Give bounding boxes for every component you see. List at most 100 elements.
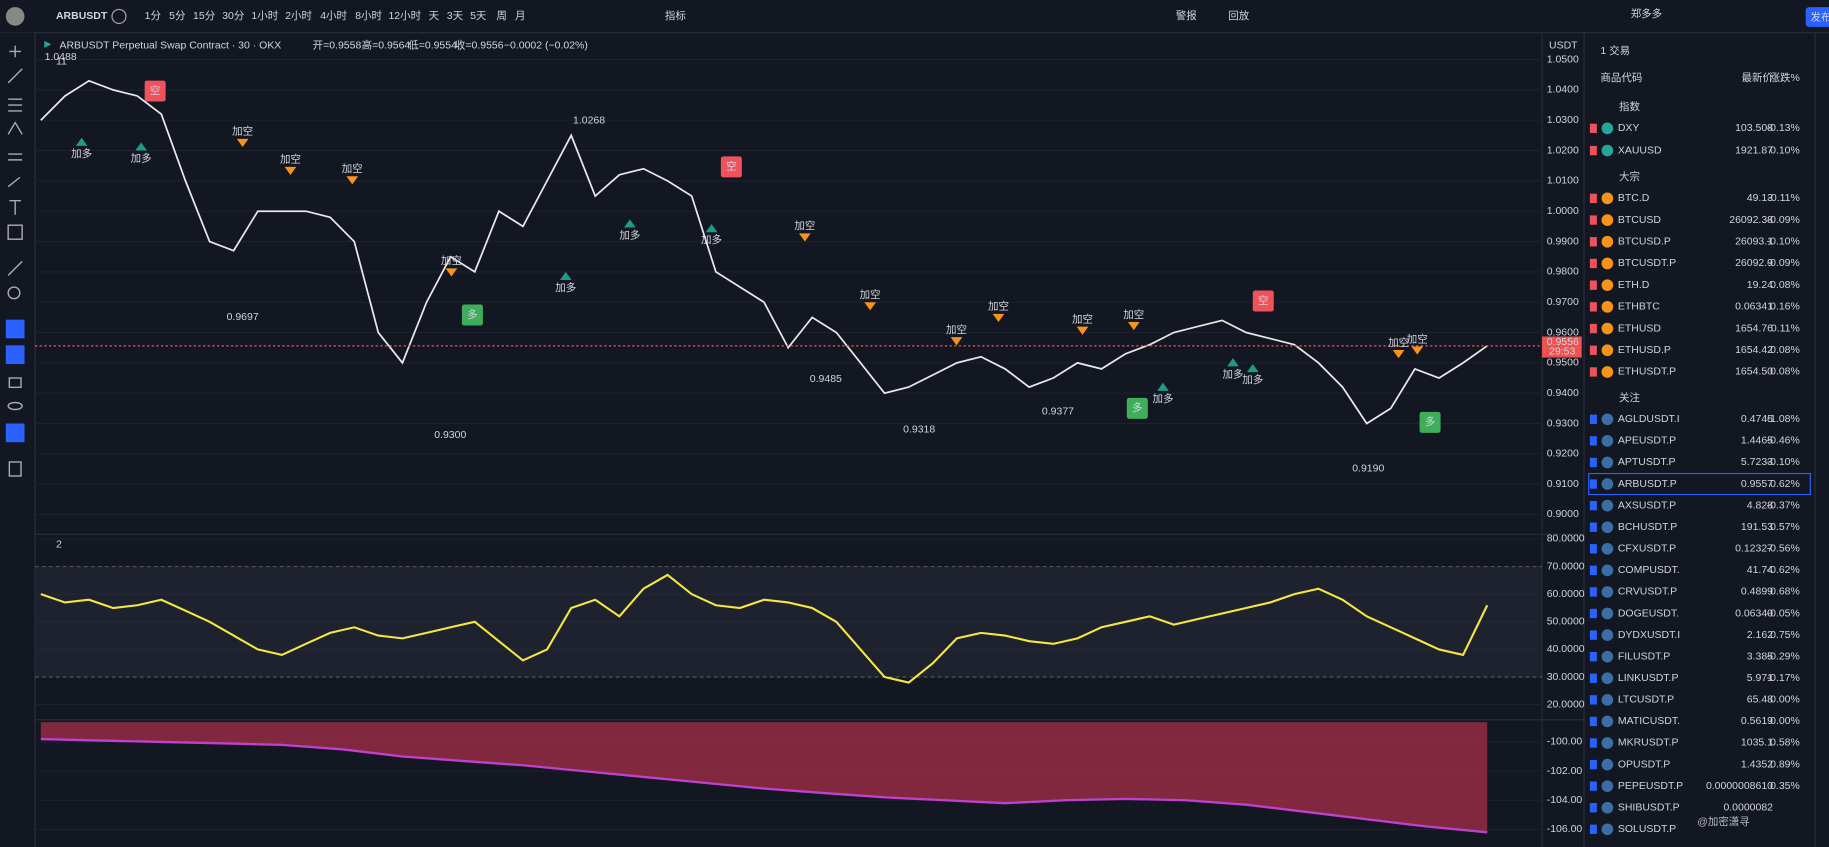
symbol[interactable]: ARBUSDT [56,11,108,22]
symbol[interactable]: ARBUSDT.P [1618,479,1677,490]
interval-button[interactable]: 5分 [169,10,186,22]
interval-button[interactable]: 3天 [447,11,464,22]
alert-button[interactable]: 警报 [1176,9,1197,22]
symbol[interactable]: BTC.D [1618,193,1650,204]
interval-button[interactable]: 月 [515,10,526,22]
text-tool[interactable] [9,200,21,215]
flag [1589,824,1597,834]
symbol-icon [1601,322,1614,335]
symbol[interactable]: BTCUSD [1618,215,1662,226]
user-name[interactable]: 郑多多 [1631,7,1662,20]
y-tick-label: -100.00 [1547,737,1583,748]
symbol[interactable]: BTCUSDT.P [1618,258,1676,269]
interval-button[interactable]: 1分 [145,10,162,22]
symbol[interactable]: OPUSDT.P [1618,759,1670,770]
hide-tool[interactable] [7,401,23,411]
interval-button[interactable]: 30分 [222,10,245,22]
interval-button[interactable]: 4小时 [320,10,347,22]
lock-draw-tool[interactable] [5,345,25,365]
flag [1589,716,1597,727]
price: 0.0000008610 [1706,781,1773,792]
symbol[interactable]: MATICUSDT. [1618,716,1680,727]
interval-button[interactable]: 12小时 [388,10,421,22]
interval-button[interactable]: 1小时 [251,10,278,22]
symbol[interactable]: SHIBUSDT.P [1618,802,1680,813]
forecast-tool[interactable] [8,153,23,161]
interval-button[interactable]: 周 [496,10,507,22]
symbol-icon [1601,478,1614,490]
symbol[interactable]: SOLUSDT.P [1618,824,1676,835]
line-tool[interactable] [7,68,23,84]
change: -0.56% [1767,544,1800,555]
flag [1589,803,1597,813]
interval-button[interactable]: 2小时 [285,10,312,22]
long-signal-label: 多 [467,308,478,321]
interval-button[interactable]: 15分 [193,10,216,22]
column-header: 商品代码 [1600,71,1642,84]
icon-tool[interactable] [7,224,23,240]
symbol[interactable]: COMPUSDT. [1618,565,1680,576]
interval-button[interactable]: 8小时 [355,10,382,22]
symbol[interactable]: ETHUSD [1618,323,1662,334]
symbol[interactable]: CRVUSDT.P [1618,587,1677,598]
symbol[interactable]: BTCUSD.P [1618,237,1671,248]
price: 49.13 [1747,193,1773,204]
zoom-tool[interactable] [7,286,21,300]
long-signal [1419,411,1441,433]
price: 65.48 [1747,695,1773,706]
symbol[interactable]: FILUSDT.P [1618,651,1670,662]
brush-tool[interactable] [7,176,21,188]
link-tool[interactable] [5,423,25,443]
crosshair-tool[interactable] [9,45,21,58]
line [40,79,1488,425]
add-short-marker [284,166,297,176]
avatar[interactable] [5,7,25,26]
add-short-marker [445,268,458,277]
ruler-tool[interactable] [7,260,23,276]
symbol[interactable]: LTCUSDT.P [1618,695,1674,706]
replay-button[interactable]: 回放 [1228,9,1249,22]
currency: USDT [1549,40,1578,51]
y-tick-label: 30.0000 [1547,672,1585,683]
interval-button[interactable]: 5天 [470,11,487,22]
symbol[interactable]: DOGEUSDT. [1618,608,1679,619]
symbol[interactable]: ETHUSDT.P [1618,367,1676,378]
symbol[interactable]: XAUUSD [1618,145,1662,156]
long-signal [1126,397,1148,419]
symbol-icon [1601,715,1614,728]
symbol[interactable]: ETHBTC [1618,302,1660,313]
symbol[interactable]: PEPEUSDT.P [1618,781,1683,792]
symbol[interactable]: LINKUSDT.P [1618,673,1679,684]
y-tick-label: 0.9700 [1547,297,1579,308]
symbol[interactable]: AXSUSDT.P [1618,500,1676,511]
fib-tool[interactable] [8,98,23,112]
symbol[interactable]: ETHUSD.P [1618,345,1671,356]
change: 0.16% [1770,302,1800,313]
interval-button[interactable]: 天 [429,11,440,22]
y-tick-label: 0.9800 [1547,267,1579,278]
change: -0.13% [1767,123,1800,134]
symbol[interactable]: AGLDUSDT.I [1618,414,1680,425]
symbol[interactable]: DYDXUSDT.I [1618,630,1680,641]
symbol-icon [1601,629,1614,641]
pattern-tool[interactable] [7,121,23,135]
symbol[interactable]: MKRUSDT.P [1618,738,1679,749]
symbol[interactable]: CFXUSDT.P [1618,544,1676,555]
symbol[interactable]: DXY [1618,123,1640,134]
magnet-tool[interactable] [5,319,25,339]
symbol[interactable]: BCHUSDT.P [1618,522,1677,533]
price: 103.508 [1735,123,1773,134]
flag [1589,193,1597,204]
pane-label: 2 [56,540,62,551]
add-symbol[interactable] [111,8,127,24]
indicators-button[interactable]: 指标 [665,9,686,22]
symbol[interactable]: APTUSDT.P [1618,457,1676,468]
delete-tool[interactable] [8,461,22,477]
lock-tool[interactable] [8,377,22,389]
publish-button[interactable] [1805,7,1829,27]
change: 0.58% [1770,738,1800,749]
symbol[interactable]: APEUSDT.P [1618,436,1676,447]
flag [1589,145,1597,156]
symbol-icon [1601,344,1614,357]
symbol[interactable]: ETH.D [1618,280,1650,291]
